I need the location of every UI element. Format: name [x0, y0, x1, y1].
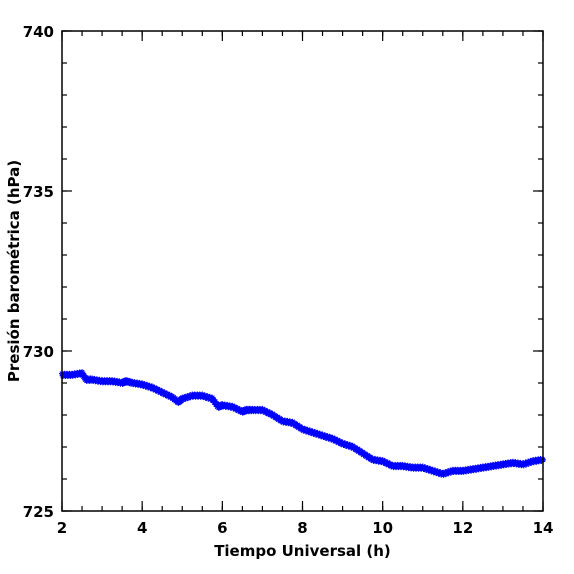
data-point — [537, 455, 544, 462]
minor-ticks — [61, 30, 544, 512]
x-tick-label: 12 — [452, 519, 473, 537]
y-tick-label: 735 — [23, 183, 54, 201]
y-tick-label: 725 — [23, 503, 54, 521]
plot-frame — [61, 30, 544, 512]
data-points — [59, 369, 546, 478]
y-tick-labels: 725 730 735 740 — [23, 23, 54, 521]
x-axis-title: Tiempo Universal (h) — [214, 542, 391, 560]
y-tick-label: 730 — [23, 343, 54, 361]
x-tick-labels: 2 4 6 8 10 12 14 — [57, 519, 554, 537]
x-tick-label: 2 — [57, 519, 67, 537]
x-tick-label: 6 — [217, 519, 227, 537]
x-tick-label: 10 — [372, 519, 393, 537]
x-tick-label: 4 — [137, 519, 147, 537]
x-tick-label: 14 — [533, 519, 554, 537]
x-tick-label: 8 — [297, 519, 307, 537]
major-ticks — [61, 30, 544, 512]
y-tick-label: 740 — [23, 23, 54, 41]
y-axis-title: Presión barométrica (hPa) — [5, 160, 23, 382]
